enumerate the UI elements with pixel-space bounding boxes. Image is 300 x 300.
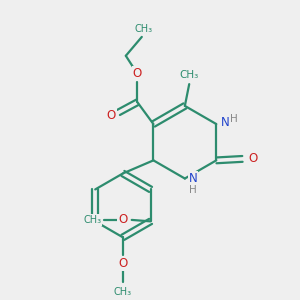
Text: O: O bbox=[133, 67, 142, 80]
Text: O: O bbox=[107, 109, 116, 122]
Text: CH₃: CH₃ bbox=[114, 287, 132, 297]
Text: O: O bbox=[248, 152, 257, 165]
Text: N: N bbox=[189, 172, 197, 185]
Text: H: H bbox=[230, 114, 238, 124]
Text: O: O bbox=[118, 257, 128, 270]
Text: CH₃: CH₃ bbox=[83, 215, 101, 225]
Text: N: N bbox=[221, 116, 230, 129]
Text: CH₃: CH₃ bbox=[134, 24, 152, 34]
Text: O: O bbox=[118, 213, 127, 226]
Text: H: H bbox=[189, 184, 197, 195]
Text: CH₃: CH₃ bbox=[180, 70, 199, 80]
